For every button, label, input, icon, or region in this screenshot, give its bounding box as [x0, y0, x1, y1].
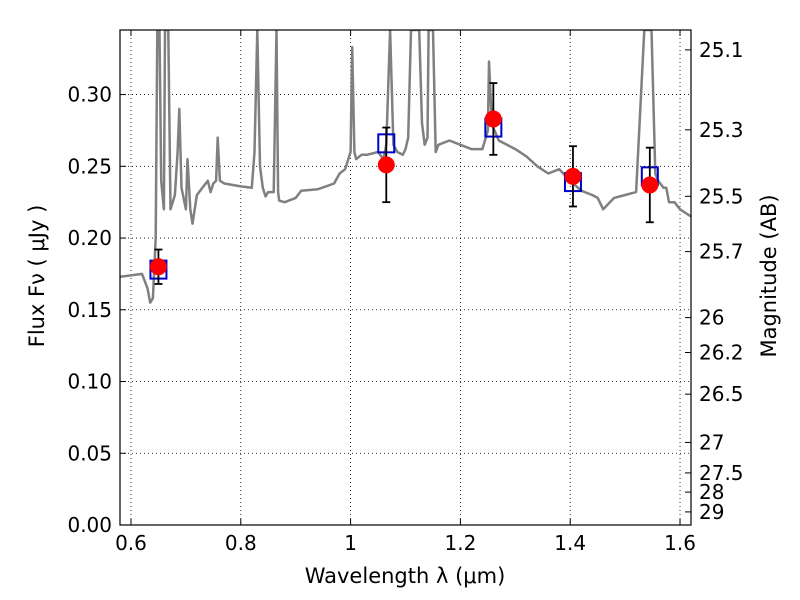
y2-tick-label: 27.5 — [699, 461, 744, 485]
plot-frame — [119, 29, 692, 526]
x-tick-label: 1.6 — [664, 531, 696, 555]
x-tick-label: 0.6 — [115, 531, 147, 555]
y2-tick-label: 26.2 — [699, 341, 744, 365]
plot-layer — [120, 30, 691, 304]
observed-flux-marker — [377, 156, 395, 174]
y2-tick-label: 25.7 — [699, 240, 744, 264]
y-tick-label: 0.00 — [67, 513, 112, 537]
grid-layer — [120, 30, 691, 526]
x-axis-label: Wavelength λ (μm) — [305, 564, 506, 588]
y2-tick-label: 25.1 — [699, 38, 744, 62]
y2-tick-label: 25.5 — [699, 184, 744, 208]
y-tick-label: 0.15 — [67, 298, 112, 322]
y2-tick-label: 25.3 — [699, 118, 744, 142]
observed-flux-marker — [484, 110, 502, 128]
x-tick-label: 1.2 — [444, 531, 476, 555]
y-tick-label: 0.30 — [67, 83, 112, 107]
y-tick-label: 0.10 — [67, 370, 112, 394]
frame-layer — [119, 29, 692, 526]
y-tick-label: 0.25 — [67, 154, 112, 178]
y-axis-label: Flux Fν ( μJy ) — [25, 205, 49, 348]
y2-tick-label: 28 — [699, 480, 724, 504]
y2-tick-label: 29 — [699, 500, 724, 524]
x-tick-label: 1 — [344, 531, 357, 555]
observed-flux-marker — [564, 167, 582, 185]
y2-axis-label: Magnitude (AB) — [757, 194, 781, 357]
spectrum-line — [120, 30, 691, 304]
observed-flux-marker — [641, 176, 659, 194]
x-tick-label: 0.8 — [225, 531, 257, 555]
y2-tick-label: 26 — [699, 306, 724, 330]
y-tick-label: 0.05 — [67, 441, 112, 465]
observed-flux-marker — [149, 258, 167, 276]
y-tick-label: 0.20 — [67, 226, 112, 250]
y2-tick-label: 27 — [699, 430, 724, 454]
x-tick-label: 1.4 — [554, 531, 586, 555]
label-layer: 0.6 0.8 1 1.2 1.4 1.6 0.00 0.05 0.10 0.15 0.20 0.25… — [67, 38, 743, 555]
y2-tick-label: 26.5 — [699, 382, 744, 406]
